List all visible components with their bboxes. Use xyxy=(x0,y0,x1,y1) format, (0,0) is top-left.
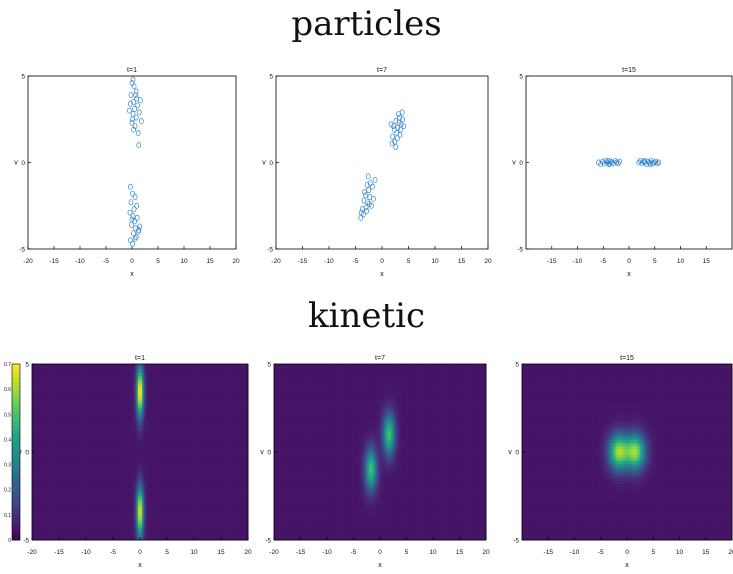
particle-panel-1-xtick-label: -20 xyxy=(23,258,33,265)
particle-panel-2-xtick-label: 5 xyxy=(407,258,411,265)
particle-point xyxy=(391,134,395,139)
particle-scatter-panel-2: -20 -15 -10 -5 0 5 10 15 20 -5 0 5 x v t=7 xyxy=(258,66,496,283)
particle-panel-1-xtick-label: 15 xyxy=(206,258,214,265)
particle-panel-2-xtick-label: -20 xyxy=(271,258,281,265)
particle-panel-2-xlabel: x xyxy=(380,271,384,278)
particle-panel-3-xtick-label: -5 xyxy=(600,258,606,265)
particle-point xyxy=(135,203,139,208)
particle-point xyxy=(133,236,137,241)
particle-point xyxy=(370,184,374,189)
particle-point xyxy=(131,214,135,219)
particle-panel-1-ytick-label: 0 xyxy=(21,160,25,167)
particle-panel-2-ylabel: v xyxy=(262,160,266,167)
particle-point xyxy=(137,110,141,115)
particle-point xyxy=(372,196,376,201)
particles-section-title: particles xyxy=(0,4,733,44)
particle-panel-3-xtick-label: 5 xyxy=(653,258,657,265)
particle-panel-3-ytick-label: 0 xyxy=(519,160,523,167)
particle-point xyxy=(138,224,142,229)
particle-panel-2-xtick-label: -5 xyxy=(353,258,359,265)
particle-panel-1-ylabel: v xyxy=(14,160,18,167)
particle-point xyxy=(127,108,131,113)
particle-panel-3-frame xyxy=(526,76,732,249)
particle-point xyxy=(129,222,133,227)
particle-panel-3-title: t=15 xyxy=(622,67,636,74)
particle-panel-3-xlabel: x xyxy=(627,271,631,278)
particle-panel-1-ytick-label: 5 xyxy=(21,74,25,81)
kinetic-panel-1-heatmap-cells xyxy=(32,364,248,540)
particle-panel-3-xtick-label: -10 xyxy=(573,258,583,265)
particle-panel-2-xtick-label: 10 xyxy=(431,258,439,265)
particle-point xyxy=(138,98,142,103)
particle-panel-2-xtick-label: 15 xyxy=(458,258,466,265)
particle-panel-1-xtick-label: -5 xyxy=(103,258,109,265)
particle-point xyxy=(373,177,377,182)
particle-panel-2-ytick-label: -5 xyxy=(267,247,273,254)
particle-panel-1-xtick-label: 5 xyxy=(156,258,160,265)
particle-point xyxy=(132,207,136,212)
particle-panel-3-xtick-label: 10 xyxy=(677,258,685,265)
particle-point xyxy=(359,215,363,220)
particle-panel-3-ylabel: v xyxy=(512,160,516,167)
particle-point xyxy=(366,174,370,179)
particle-scatter-panel-1: -20 -15 -10 -5 0 5 10 15 20 -5 0 5 x v t=1 xyxy=(10,66,244,283)
particle-point xyxy=(136,130,140,135)
particle-panel-2-ytick-label: 0 xyxy=(269,160,273,167)
particle-point xyxy=(132,231,136,236)
particle-point xyxy=(128,184,132,189)
particle-panel-3-ytick-label: -5 xyxy=(517,247,523,254)
particle-point xyxy=(134,92,138,97)
particle-scatter-panel-3: -15 -10 -5 0 5 10 15 -5 0 5 x v t=15 xyxy=(508,66,733,283)
particle-panel-1-title: t=1 xyxy=(127,67,137,74)
particle-panel-3-xtick-label: 15 xyxy=(703,258,711,265)
particle-panel-1-ytick-label: -5 xyxy=(19,247,25,254)
particle-point xyxy=(131,77,135,82)
particle-panel-1-xtick-label: 0 xyxy=(130,258,134,265)
particle-panel-3-ytick-label: 5 xyxy=(519,74,523,81)
particle-point xyxy=(133,195,137,200)
particle-point xyxy=(135,215,139,220)
particle-panel-2-xtick-label: -10 xyxy=(324,258,334,265)
particle-point xyxy=(394,144,398,149)
particle-point xyxy=(131,191,135,196)
particle-point xyxy=(363,189,367,194)
particle-point xyxy=(131,117,135,122)
particle-point xyxy=(129,200,133,205)
particle-panel-1-xtick-label: 10 xyxy=(180,258,188,265)
particle-point xyxy=(364,193,368,198)
particle-point xyxy=(129,92,133,97)
particle-point xyxy=(134,234,138,239)
particle-point xyxy=(139,118,143,123)
particle-panel-3-xtick-label: 0 xyxy=(627,258,631,265)
particle-point xyxy=(392,127,396,132)
particle-panel-1-xtick-label: -10 xyxy=(75,258,85,265)
particle-panel-2-frame xyxy=(276,76,488,249)
particle-point xyxy=(362,198,366,203)
particle-panel-2-xtick-label: 0 xyxy=(380,258,384,265)
particle-point xyxy=(395,136,399,141)
particle-panel-2-ytick-label: 5 xyxy=(269,74,273,81)
particle-point xyxy=(130,217,134,222)
particle-panel-2-xtick-label: 20 xyxy=(484,258,492,265)
particle-panel-3-xtick-label: -15 xyxy=(547,258,557,265)
particle-point xyxy=(400,110,404,115)
particle-point xyxy=(133,106,137,111)
kinetic-section-title: kinetic xyxy=(0,296,733,336)
particle-panel-2-xtick-label: -15 xyxy=(298,258,308,265)
particle-panel-1-xtick-label: 20 xyxy=(232,258,240,265)
particle-point xyxy=(364,205,368,210)
particle-point xyxy=(137,143,141,148)
particle-panel-1-xlabel: x xyxy=(130,271,134,278)
particle-panel-2-title: t=7 xyxy=(377,67,387,74)
particle-panel-1-xtick-label: -15 xyxy=(49,258,59,265)
particle-point xyxy=(367,188,371,193)
